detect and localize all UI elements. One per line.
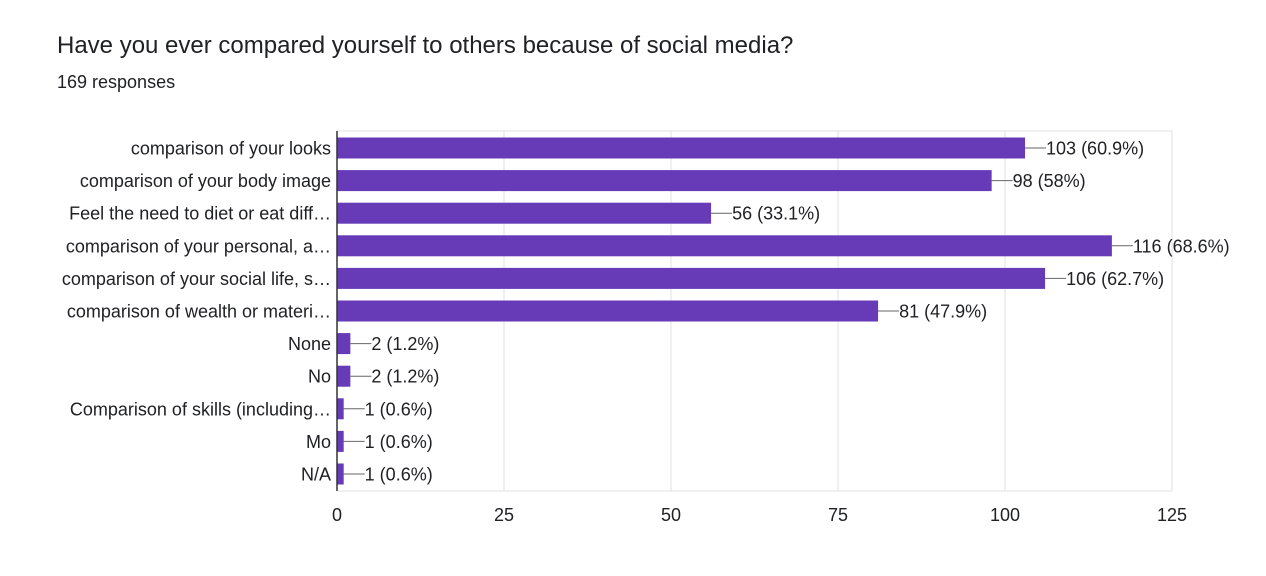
bar [337, 235, 1112, 257]
category-label: comparison of your social life, s… [62, 269, 331, 289]
data-label: 103 (60.9%) [1046, 139, 1144, 159]
x-tick-label: 25 [494, 505, 514, 525]
category-label: comparison of your looks [131, 139, 331, 159]
category-label: No [308, 367, 331, 387]
x-tick-label: 75 [828, 505, 848, 525]
category-label: Feel the need to diet or eat diff… [69, 204, 331, 224]
question-title: Have you ever compared yourself to other… [57, 32, 794, 59]
bar [337, 463, 344, 485]
data-label: 1 (0.6%) [365, 432, 433, 452]
bar [337, 398, 344, 420]
x-tick-label: 50 [661, 505, 681, 525]
data-label: 2 (1.2%) [371, 367, 439, 387]
category-label: comparison of your body image [80, 171, 331, 191]
bar [337, 300, 879, 322]
bar [337, 137, 1026, 159]
category-label: Comparison of skills (including… [70, 399, 331, 419]
data-label: 116 (68.6%) [1133, 236, 1230, 256]
category-label: N/A [301, 465, 331, 485]
data-label: 81 (47.9%) [899, 302, 987, 322]
bar [337, 333, 351, 355]
data-label: 56 (33.1%) [732, 204, 820, 224]
bar [337, 267, 1046, 289]
data-label: 98 (58%) [1013, 171, 1086, 191]
data-label: 2 (1.2%) [371, 334, 439, 354]
category-label: comparison of your personal, a… [66, 236, 331, 256]
bar [337, 430, 344, 452]
bar [337, 365, 351, 387]
category-label: None [288, 334, 331, 354]
x-tick-label: 125 [1157, 505, 1187, 525]
data-label: 1 (0.6%) [365, 399, 433, 419]
category-label: Mo [306, 432, 331, 452]
response-count: 169 responses [57, 72, 176, 92]
category-label: comparison of wealth or materi… [67, 302, 331, 322]
data-label: 1 (0.6%) [365, 465, 433, 485]
x-tick-label: 0 [332, 505, 342, 525]
x-tick-label: 100 [990, 505, 1020, 525]
data-label: 106 (62.7%) [1066, 269, 1164, 289]
bar [337, 170, 992, 192]
bar [337, 202, 712, 224]
